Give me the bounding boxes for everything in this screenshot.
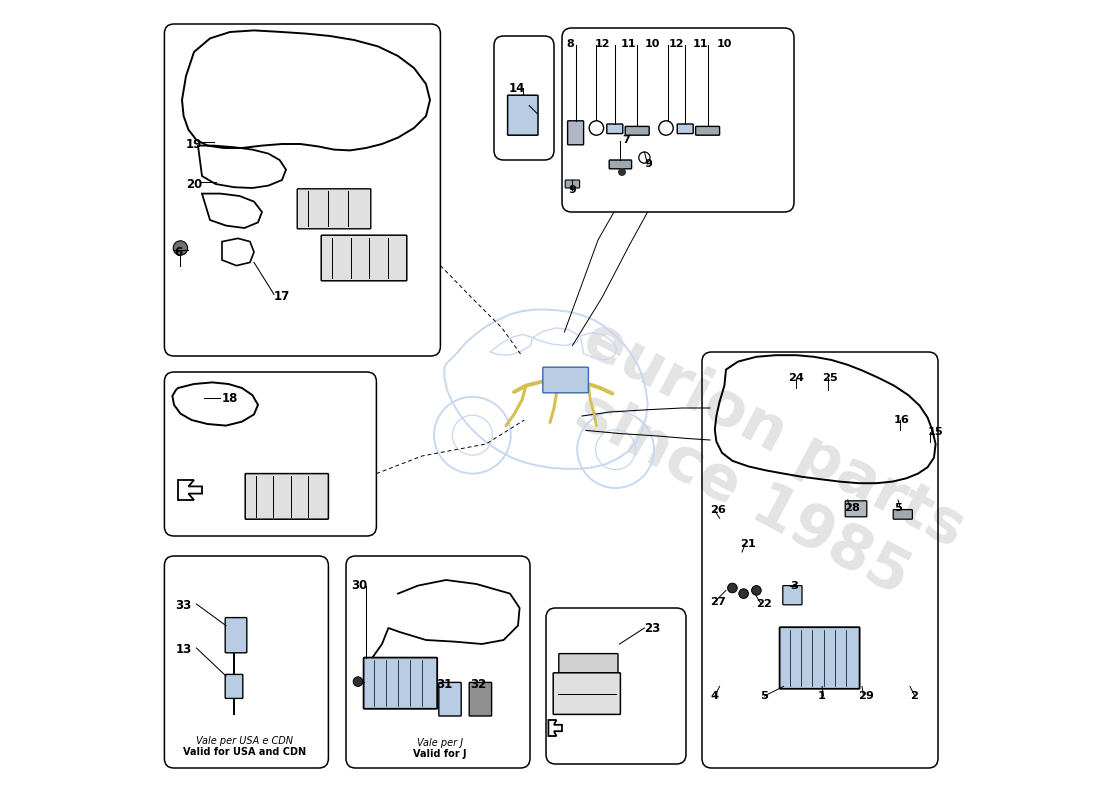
Text: 25: 25 bbox=[822, 374, 838, 383]
Text: eurion parts
since 1985: eurion parts since 1985 bbox=[541, 309, 975, 619]
Text: 22: 22 bbox=[757, 599, 772, 609]
FancyBboxPatch shape bbox=[245, 474, 329, 519]
FancyBboxPatch shape bbox=[609, 160, 631, 169]
Text: Valid for USA and CDN: Valid for USA and CDN bbox=[183, 747, 306, 757]
Text: 9: 9 bbox=[569, 186, 576, 195]
Text: Vale per J: Vale per J bbox=[417, 738, 463, 747]
FancyBboxPatch shape bbox=[470, 682, 492, 716]
Text: 8: 8 bbox=[566, 39, 574, 49]
FancyBboxPatch shape bbox=[226, 674, 243, 698]
Text: 31: 31 bbox=[437, 678, 453, 690]
Text: 21: 21 bbox=[740, 539, 756, 549]
Text: 6: 6 bbox=[174, 246, 183, 258]
FancyBboxPatch shape bbox=[625, 126, 649, 135]
Text: 9: 9 bbox=[645, 159, 652, 169]
Circle shape bbox=[173, 241, 188, 255]
FancyBboxPatch shape bbox=[542, 367, 588, 393]
FancyBboxPatch shape bbox=[439, 682, 461, 716]
Text: 19: 19 bbox=[186, 138, 202, 150]
FancyBboxPatch shape bbox=[297, 189, 371, 229]
Text: 5: 5 bbox=[760, 691, 768, 701]
FancyBboxPatch shape bbox=[559, 654, 618, 673]
Text: 12: 12 bbox=[595, 39, 610, 49]
FancyBboxPatch shape bbox=[226, 618, 246, 653]
FancyBboxPatch shape bbox=[507, 95, 538, 135]
Circle shape bbox=[618, 168, 626, 176]
Text: 33: 33 bbox=[176, 599, 191, 612]
Polygon shape bbox=[178, 480, 202, 500]
FancyBboxPatch shape bbox=[565, 180, 580, 188]
Text: 32: 32 bbox=[470, 678, 486, 690]
Circle shape bbox=[751, 586, 761, 595]
Text: Vale per USA e CDN: Vale per USA e CDN bbox=[196, 736, 293, 746]
Text: 20: 20 bbox=[186, 178, 202, 190]
Text: 12: 12 bbox=[669, 39, 684, 49]
Text: 1: 1 bbox=[818, 691, 826, 701]
Text: 16: 16 bbox=[894, 415, 910, 425]
Text: 24: 24 bbox=[789, 374, 804, 383]
Text: 17: 17 bbox=[274, 290, 290, 302]
FancyBboxPatch shape bbox=[893, 510, 912, 519]
FancyBboxPatch shape bbox=[845, 501, 867, 517]
FancyBboxPatch shape bbox=[678, 124, 693, 134]
Text: 11: 11 bbox=[692, 39, 708, 49]
Text: 15: 15 bbox=[927, 427, 944, 437]
Circle shape bbox=[739, 589, 748, 598]
Text: 11: 11 bbox=[620, 39, 636, 49]
Text: 23: 23 bbox=[645, 622, 661, 634]
Text: 7: 7 bbox=[621, 135, 629, 145]
Polygon shape bbox=[549, 720, 562, 736]
Circle shape bbox=[727, 583, 737, 593]
FancyBboxPatch shape bbox=[607, 124, 623, 134]
Text: 13: 13 bbox=[176, 643, 191, 656]
Text: 28: 28 bbox=[845, 503, 860, 513]
FancyBboxPatch shape bbox=[321, 235, 407, 281]
Text: 4: 4 bbox=[710, 691, 718, 701]
Text: 10: 10 bbox=[645, 39, 660, 49]
Text: 14: 14 bbox=[508, 82, 525, 94]
FancyBboxPatch shape bbox=[695, 126, 719, 135]
Text: 27: 27 bbox=[710, 597, 726, 606]
FancyBboxPatch shape bbox=[780, 627, 859, 689]
FancyBboxPatch shape bbox=[783, 586, 802, 605]
Text: 26: 26 bbox=[710, 506, 726, 515]
FancyBboxPatch shape bbox=[553, 673, 620, 714]
Circle shape bbox=[353, 677, 363, 686]
FancyBboxPatch shape bbox=[364, 658, 437, 709]
Text: 10: 10 bbox=[716, 39, 732, 49]
Text: 5: 5 bbox=[894, 503, 902, 513]
Text: Valid for J: Valid for J bbox=[412, 749, 466, 758]
FancyBboxPatch shape bbox=[568, 121, 584, 145]
Text: 29: 29 bbox=[858, 691, 873, 701]
Text: 18: 18 bbox=[222, 392, 239, 405]
Text: 2: 2 bbox=[910, 691, 917, 701]
Text: 3: 3 bbox=[790, 581, 798, 590]
Text: 30: 30 bbox=[352, 579, 367, 592]
